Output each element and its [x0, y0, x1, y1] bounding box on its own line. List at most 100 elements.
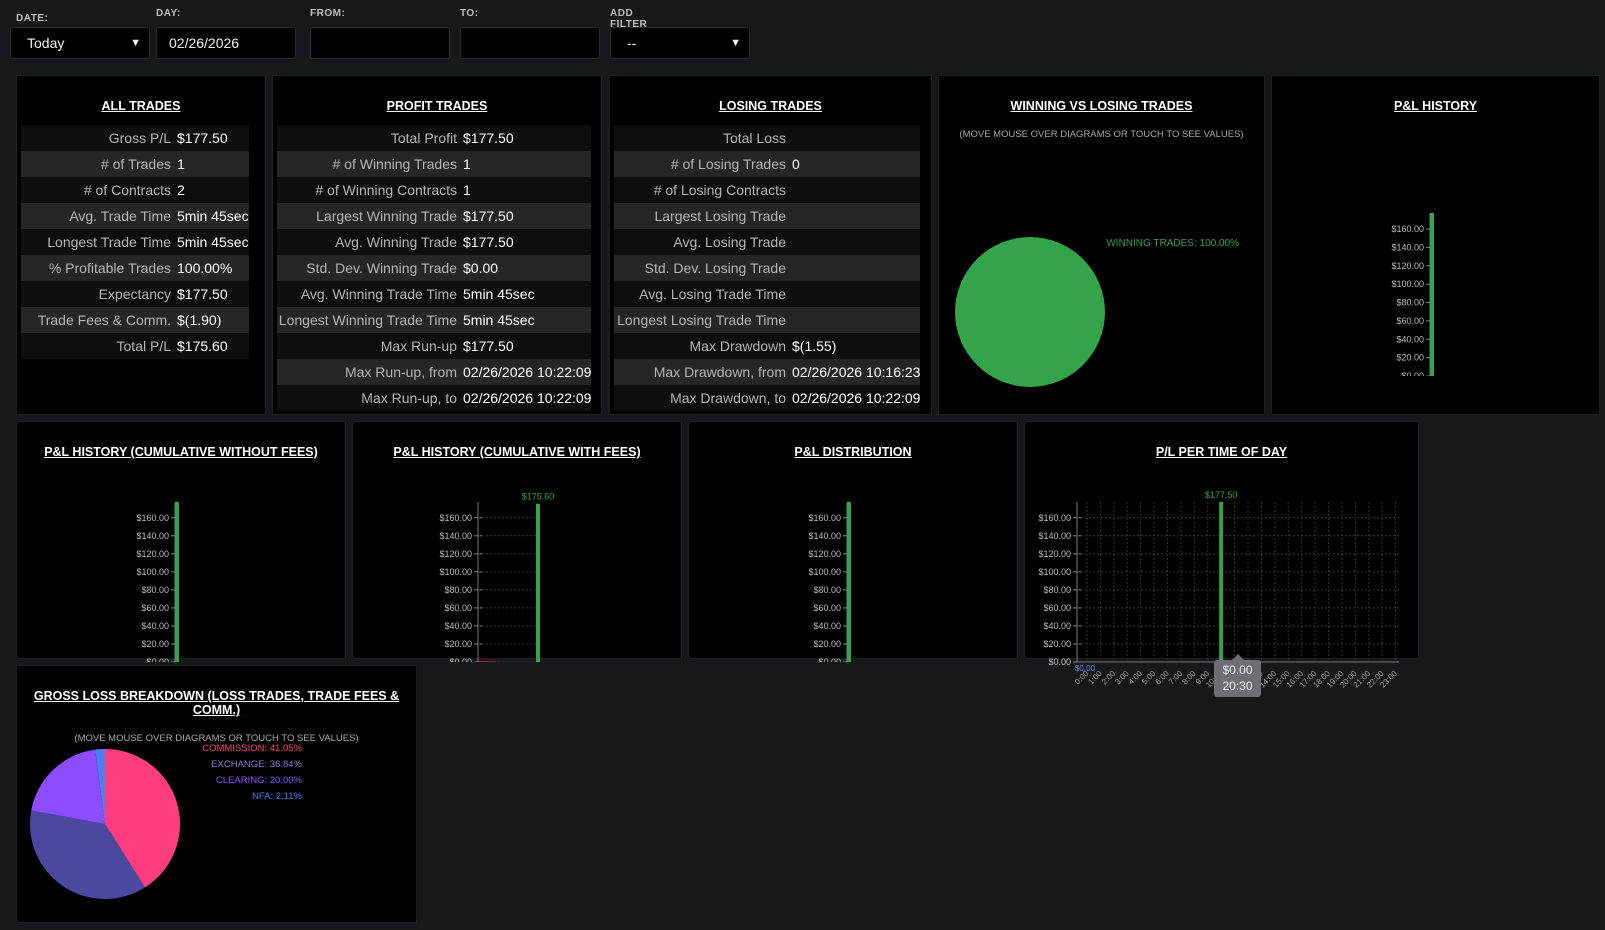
pl-cum-with-fees-chart[interactable]: $0.00 $20.00 $40.00 $60.00 $80.00 $100.00 $120…: [353, 462, 681, 662]
y-tick-label: $120.00: [136, 549, 169, 559]
add-filter-label: ADD FILTER: [610, 8, 648, 30]
stat-value: 02/26/2026 10:22:09: [792, 385, 921, 411]
profit-trades-panel: PROFIT TRADES Total Profit $177.50 # of Wi…: [272, 75, 602, 415]
pie-slice-commission: [105, 749, 181, 888]
stat-value: 0: [792, 151, 921, 177]
pie-slice-nfa: [95, 749, 105, 824]
y-tick-label: $20.00: [813, 639, 841, 649]
stat-row: # of Winning Trades 1: [277, 151, 592, 177]
from-filter: FROM:: [310, 8, 345, 19]
pl-distribution-chart[interactable]: $0.00 $20.00 $40.00 $60.00 $80.00 $100.00 $120…: [689, 462, 1017, 662]
y-tick-label: $80.00: [444, 585, 472, 595]
stat-value: $177.50: [177, 125, 249, 151]
stat-label: Largest Losing Trade: [614, 203, 792, 229]
y-tick-label: $160.00: [136, 513, 169, 523]
win-vs-lose-panel: WINNING VS LOSING TRADES (MOVE MOUSE OVE…: [938, 75, 1265, 415]
pie-slice-exchange: [30, 810, 145, 899]
pl-cum-with-fees-panel: P&L HISTORY (CUMULATIVE WITH FEES) $0.00…: [352, 421, 682, 662]
win-vs-lose-title: WINNING VS LOSING TRADES: [1010, 99, 1193, 113]
pl-time-of-day-title: P/L PER TIME OF DAY: [1155, 445, 1288, 459]
stat-value: [792, 229, 921, 255]
all-trades-panel: ALL TRADES Gross P/L $177.50 # of Trades 1 #…: [16, 75, 266, 415]
y-tick-label: $40.00: [1396, 334, 1424, 344]
pl-time-of-day-chart[interactable]: $0.00 $20.00 $40.00 $60.00 $80.00 $100.00 $120…: [1025, 462, 1418, 690]
y-tick-label: $120.00: [1038, 549, 1071, 559]
stat-value: 02/26/2026 10:22:09: [463, 359, 592, 385]
stat-label: Std. Dev. Winning Trade: [277, 255, 463, 281]
stat-value: [792, 203, 921, 229]
stat-row: Total Loss: [614, 125, 921, 151]
win-vs-lose-chart[interactable]: WINNING TRADES: 100.00%: [939, 146, 1264, 396]
y-tick-label: $120.00: [439, 549, 472, 559]
stat-row: Std. Dev. Losing Trade: [614, 255, 921, 281]
losing-trades-panel: LOSING TRADES Total Loss # of Losing Trad…: [609, 75, 932, 415]
from-input[interactable]: [310, 27, 450, 59]
pl-distribution-title: P&L DISTRIBUTION: [794, 445, 912, 459]
y-tick-label: $140.00: [136, 531, 169, 541]
stat-row: # of Trades 1: [21, 151, 249, 177]
stat-label: # of Losing Trades: [614, 151, 792, 177]
y-tick-label: $120.00: [1391, 261, 1424, 271]
tooltip-value: $0.00: [1222, 663, 1253, 677]
date-filter: DATE:: [16, 13, 48, 24]
stat-row: Avg. Trade Time 5min 45sec: [21, 203, 249, 229]
legend-commission: COMMISSION: 41.05%: [202, 743, 302, 754]
stat-label: Std. Dev. Losing Trade: [614, 255, 792, 281]
stat-label: # of Winning Contracts: [277, 177, 463, 203]
stat-value: 1: [463, 151, 592, 177]
stat-label: Max Drawdown: [614, 333, 792, 359]
stat-row: Total P/L $175.60: [21, 333, 249, 359]
y-tick-label: $0.00: [818, 657, 841, 662]
stat-row: Expectancy $177.50: [21, 281, 249, 307]
y-tick-label: $60.00: [813, 603, 841, 613]
stat-value: 1: [463, 177, 592, 203]
y-tick-label: $0.00: [146, 657, 169, 662]
stat-label: Max Run-up, from: [277, 359, 463, 385]
add-filter-select[interactable]: -- ▼: [610, 27, 750, 59]
legend-nfa: NFA: 2.11%: [252, 791, 303, 802]
to-filter-label: TO:: [460, 8, 479, 19]
from-filter-label: FROM:: [310, 8, 346, 19]
day-input[interactable]: 02/26/2026: [156, 27, 296, 59]
to-input[interactable]: [460, 27, 600, 59]
chevron-down-icon: ▼: [130, 37, 141, 49]
stat-label: Avg. Trade Time: [21, 203, 177, 229]
stat-row: Max Run-up, from 02/26/2026 10:22:09: [277, 359, 592, 385]
stat-value: [792, 255, 921, 281]
stat-value: $175.60: [177, 333, 249, 359]
y-tick-label: $140.00: [808, 531, 841, 541]
y-tick-label: $160.00: [439, 513, 472, 523]
add-filter: ADD FILTER: [610, 8, 647, 30]
stat-value: $(1.55): [792, 333, 921, 359]
series-line-positive: [536, 503, 540, 662]
stat-value: $177.50: [463, 125, 592, 151]
gross-loss-chart[interactable]: COMMISSION: 41.05% EXCHANGE: 36.84% CLEARI…: [17, 736, 416, 921]
y-tick-label: $40.00: [1043, 621, 1071, 631]
stat-row: % Profitable Trades 100.00%: [21, 255, 249, 281]
gross-loss-hint: (MOVE MOUSE OVER DIAGRAMS OR TOUCH TO SE…: [74, 733, 359, 744]
pl-cum-no-fees-chart[interactable]: $0.00 $20.00 $40.00 $60.00 $80.00 $100.00 $120…: [17, 462, 345, 662]
y-tick-label: $160.00: [1038, 513, 1071, 523]
y-tick-label: $40.00: [813, 621, 841, 631]
stat-label: Max Drawdown, from: [614, 359, 792, 385]
y-tick-label: $60.00: [1396, 316, 1424, 326]
stat-row: Largest Losing Trade: [614, 203, 921, 229]
y-tick-label: $20.00: [141, 639, 169, 649]
all-trades-table: Gross P/L $177.50 # of Trades 1 # of Contrac…: [21, 125, 249, 359]
stat-value: $177.50: [177, 281, 249, 307]
stat-row: # of Losing Contracts: [614, 177, 921, 203]
stat-row: Total Profit $177.50: [277, 125, 592, 151]
stat-label: Max Run-up: [277, 333, 463, 359]
date-select[interactable]: Today ▼: [10, 27, 150, 59]
stat-label: Largest Winning Trade: [277, 203, 463, 229]
stat-value: 02/26/2026 10:22:09: [463, 385, 592, 411]
y-tick-label: $100.00: [808, 567, 841, 577]
bar: [847, 502, 851, 662]
stat-value: [792, 281, 921, 307]
tooltip-time: 20:30: [1222, 679, 1253, 693]
stat-label: Expectancy: [21, 281, 177, 307]
pl-history-chart[interactable]: $0.00 $20.00 $40.00 $60.00 $80.00 $100.00 $120…: [1272, 126, 1599, 376]
date-select-value: Today: [27, 35, 65, 51]
add-filter-select-value: --: [627, 35, 637, 51]
y-tick-label: $20.00: [444, 639, 472, 649]
